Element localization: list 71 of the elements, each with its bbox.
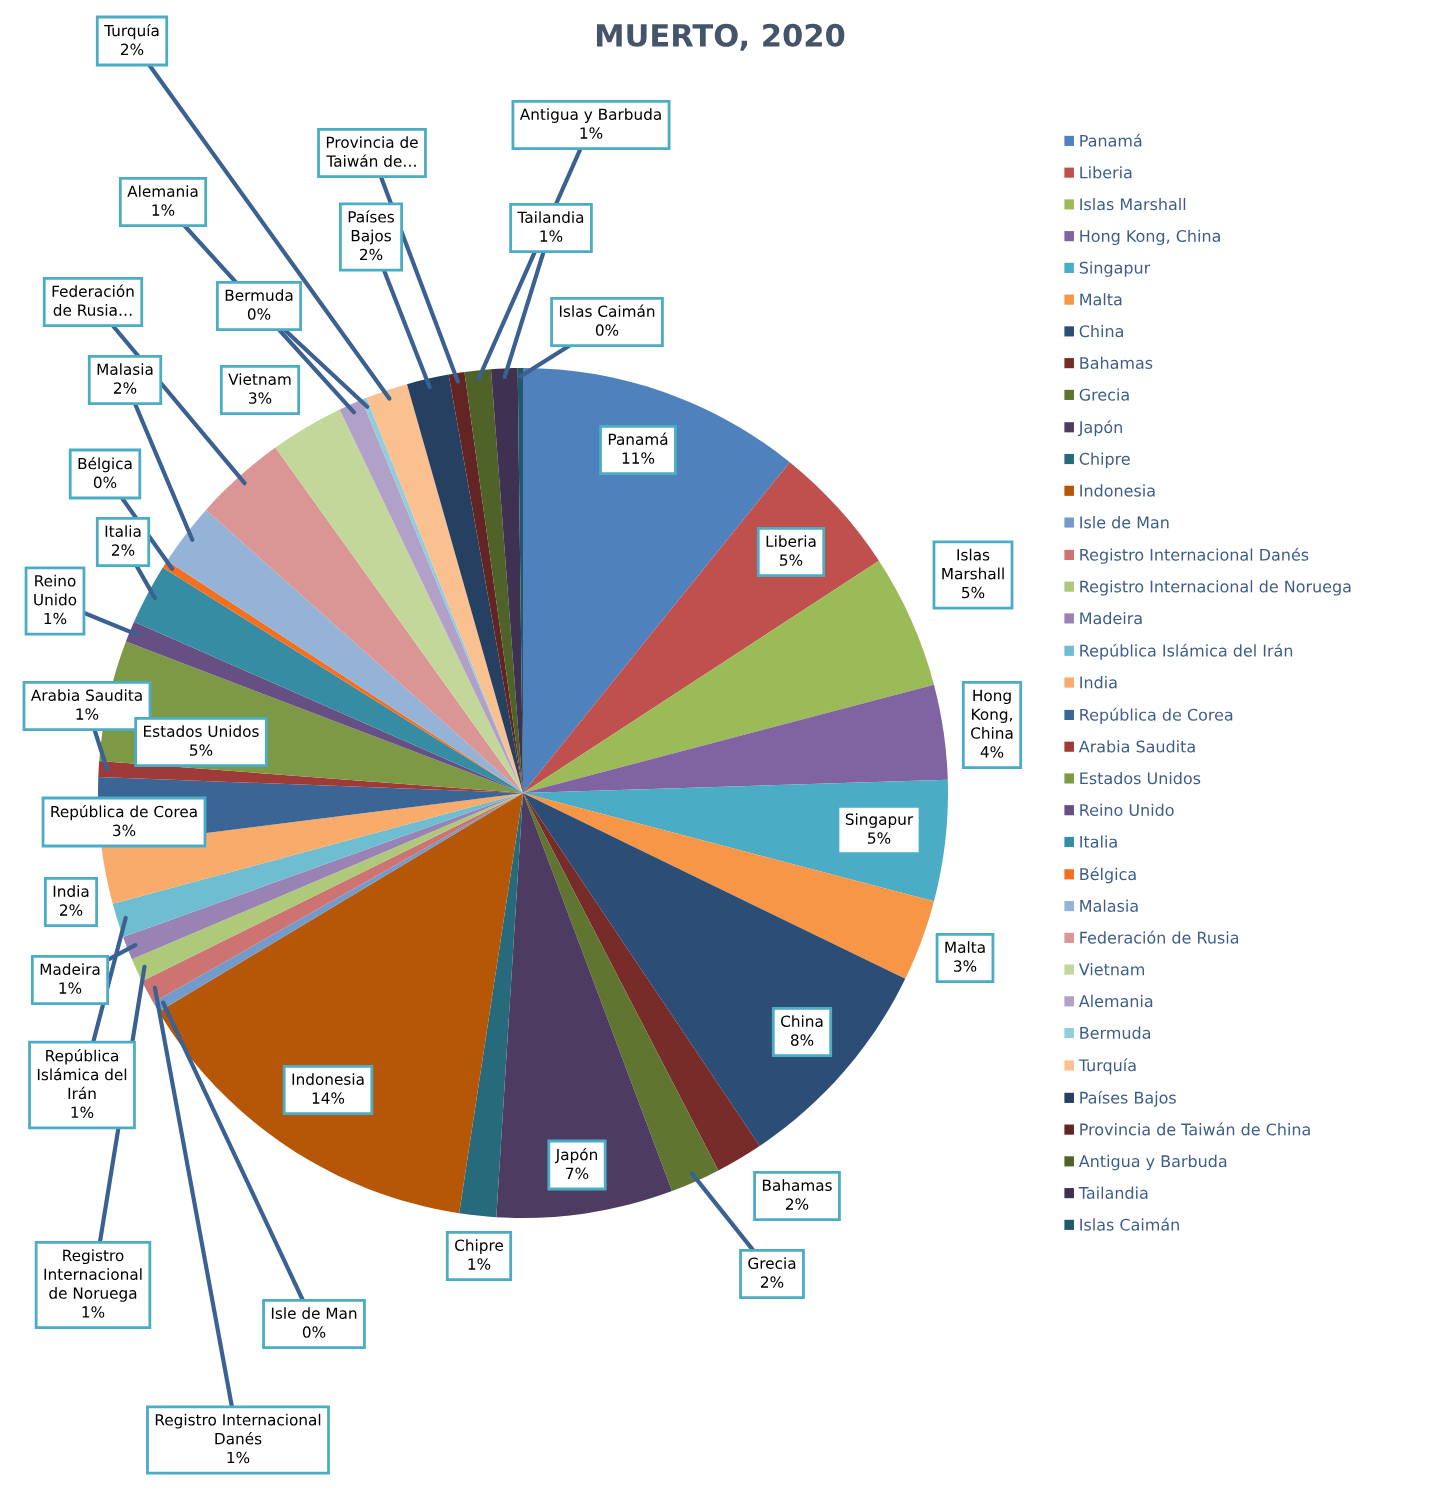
data-label: Alemania 1% (127, 185, 198, 216)
data-label: Bermuda 0% (225, 289, 293, 320)
data-label: India 2% (53, 885, 89, 916)
legend-label: Liberia (1080, 166, 1132, 179)
data-label: República de Corea 3% (51, 804, 197, 837)
legend-label: Turquía (1078, 1058, 1136, 1075)
legend-label: Panamá (1080, 133, 1142, 147)
data-label: Malasia 2% (97, 363, 153, 394)
legend-label: Estados Unidos (1080, 771, 1201, 785)
data-label: Isle de Man 0% (271, 1307, 357, 1338)
legend-label: Provincia de Taiwán de China (1080, 1122, 1310, 1136)
legend-label: Islas Marshall (1080, 197, 1186, 211)
legend-label: Países Bajos (1080, 1090, 1176, 1107)
chart-title: MUERTO, 2020 (596, 23, 845, 51)
legend-label: Vietnam (1078, 963, 1144, 976)
legend-label: Madeira (1080, 611, 1142, 625)
legend-label: Registro Internacional de Noruega (1080, 580, 1351, 596)
data-label: Islas Caimán 0% (559, 304, 655, 336)
legend-label: Indonesia (1080, 484, 1155, 497)
data-label: Panamá 11% (608, 432, 668, 464)
data-label: Federación de Rusia… (52, 284, 134, 316)
legend-label: Singapur (1079, 261, 1151, 277)
data-label: Bahamas 2% (762, 1179, 832, 1210)
legend-label: Malasia (1080, 899, 1138, 912)
data-label: Vietnam 3% (228, 373, 291, 404)
legend-label: Bélgica (1080, 867, 1136, 884)
legend-label: República de Corea (1080, 707, 1233, 724)
data-label: Grecia 2% (748, 1257, 796, 1288)
data-label: Registro Internacional Danés 1% (155, 1413, 321, 1464)
data-label: Indonesia 14% (292, 1073, 364, 1104)
data-label: Turquía 2% (104, 23, 159, 56)
legend-label: Reino Unido (1080, 803, 1174, 817)
legend-label: Bermuda (1080, 1026, 1150, 1039)
data-label: China 8% (781, 1015, 823, 1046)
legend-label: Isle de Man (1080, 516, 1169, 529)
legend-label: Arabia Saudita (1078, 740, 1195, 753)
legend-label: Antigua y Barbuda (1078, 1154, 1227, 1171)
data-label: Reino Unido 1% (34, 574, 77, 625)
legend-label: Hong Kong, China (1080, 229, 1220, 246)
data-label: Madeira 1% (40, 963, 100, 994)
data-label: Registro Internacional de Noruega 1% (44, 1249, 142, 1318)
data-label: Arabia Saudita 1% (30, 689, 142, 720)
data-label: Antigua y Barbuda 1% (519, 108, 661, 139)
legend-label: Chipre (1079, 452, 1130, 468)
legend-label: Tailandia (1078, 1186, 1148, 1199)
legend-label: República Islámica del Irán (1080, 643, 1293, 660)
data-label: Chipre 1% (455, 1239, 503, 1270)
legend-label: Grecia (1079, 388, 1129, 401)
data-label: Islas Marshall 5% (942, 548, 1004, 599)
legend-label: Islas Caimán (1080, 1217, 1179, 1231)
data-label: Malta 3% (945, 941, 985, 972)
data-label: Provincia de Taiwán de… (326, 136, 418, 167)
data-label: Liberia 5% (766, 535, 816, 566)
data-label: Bélgica 0% (78, 456, 132, 489)
legend-label: Alemania (1078, 994, 1153, 1008)
legend-label: Registro Internacional Danés (1080, 547, 1309, 564)
data-label: Hong Kong, China 4% (971, 689, 1013, 758)
legend-label: China (1079, 324, 1123, 338)
data-label: Estados Unidos 5% (144, 725, 259, 756)
legend-label: India (1080, 676, 1117, 689)
data-label: Tailandia 1% (517, 211, 584, 242)
legend-label: Malta (1080, 293, 1122, 306)
legend-label: Japón (1077, 420, 1122, 437)
legend-label: Bahamas (1080, 356, 1153, 369)
legend-label: Italia (1080, 835, 1117, 848)
data-label: Japón 7% (554, 1147, 597, 1180)
data-label: Singapur 5% (845, 813, 914, 844)
data-label: República Islámica del Irán 1% (37, 1049, 127, 1119)
data-label: Países Bajos 2% (348, 210, 394, 261)
data-label: Italia 2% (105, 525, 141, 556)
legend-label: Federación de Rusia (1080, 930, 1239, 944)
